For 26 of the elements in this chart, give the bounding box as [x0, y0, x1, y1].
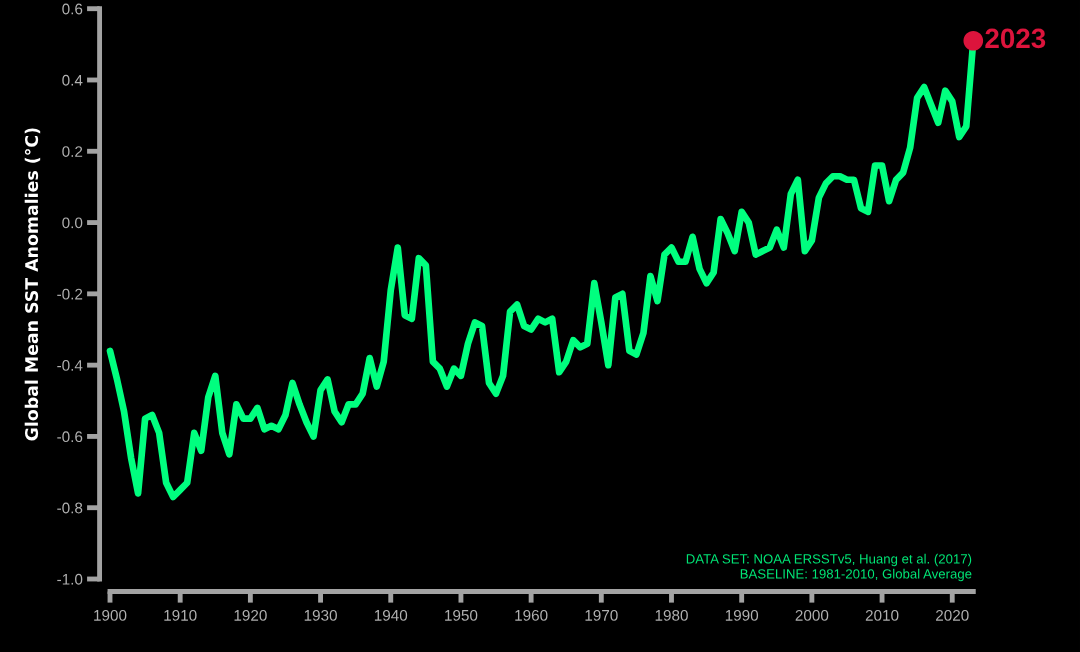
- x-tick-label: 1940: [374, 609, 408, 621]
- y-tick-label: 0.4: [62, 74, 83, 86]
- y-tick-label: -0.6: [57, 431, 83, 443]
- x-tick-label: 2000: [795, 609, 829, 621]
- x-tick-label: 1920: [234, 609, 267, 621]
- y-tick-label: 0.2: [62, 146, 83, 157]
- series-label: 2023: [985, 28, 1046, 49]
- y-tick-label: -0.4: [57, 360, 83, 371]
- annotation: BASELINE: 1981-2010, Global Average: [740, 568, 972, 582]
- x-tick-label: 2010: [865, 609, 899, 621]
- x-tick-label: 1930: [304, 609, 337, 621]
- x-tick-label: 1950: [445, 609, 478, 621]
- x-tick-label: 1980: [655, 609, 688, 621]
- x-tick-label: 1990: [725, 609, 759, 621]
- x-tick-label: 1960: [515, 609, 548, 621]
- annotation: DATA SET: NOAA ERSSTv5, Huang et al. (2017): [686, 553, 972, 567]
- y-tick-label: 0.6: [62, 3, 83, 15]
- x-tick-label: 1910: [164, 609, 197, 621]
- x-tick-label: 2020: [936, 609, 969, 621]
- x-tick-label: 1900: [94, 609, 127, 621]
- y-tick-label: -0.2: [57, 288, 83, 300]
- x-tick-label: 1970: [585, 609, 618, 621]
- y-tick-label: -1.0: [57, 573, 83, 585]
- y-tick-label: -0.8: [57, 502, 83, 514]
- y-tick-label: 0.0: [62, 217, 83, 229]
- y-axis-title: Global Mean SST Anomalies (°C): [24, 128, 41, 441]
